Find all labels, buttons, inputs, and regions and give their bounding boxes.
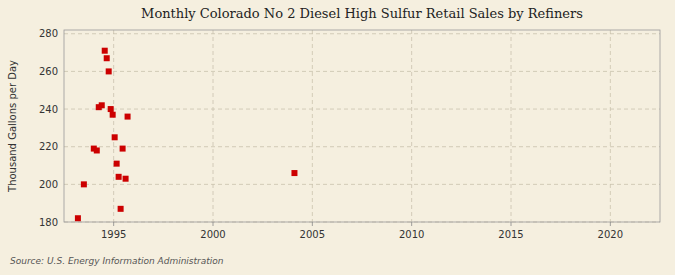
x-grid-line: [610, 30, 611, 222]
x-tick: [213, 222, 214, 226]
point: [114, 161, 120, 167]
title: Monthly Colorado No 2 Diesel High Sulfur…: [141, 6, 583, 21]
x-tick: [312, 222, 313, 226]
y-axis-label: Thousand Gallons per Day: [7, 60, 18, 193]
points: [75, 48, 298, 222]
x-axis: 1995 2000 2005 2010 2015 2020: [101, 222, 623, 240]
x-tick-label: 2000: [200, 229, 225, 240]
y-tick-label: 220: [39, 141, 58, 152]
point: [123, 176, 129, 182]
x-grid-line: [411, 30, 412, 222]
x-tick-label: 1995: [101, 229, 126, 240]
x-tick-label: 2010: [399, 229, 424, 240]
y-tick-label: 180: [39, 217, 58, 228]
x-tick: [610, 222, 611, 226]
point: [106, 68, 112, 74]
point: [94, 147, 100, 153]
point: [102, 48, 108, 54]
y-tick-label: 280: [39, 28, 58, 39]
source-note: Source: U.S. Energy Information Administ…: [10, 256, 224, 266]
point: [81, 181, 87, 187]
x-tick-label: 2015: [498, 229, 523, 240]
x-tick-label: 2020: [598, 229, 623, 240]
x-tick: [411, 222, 412, 226]
x-tick: [113, 222, 114, 226]
point: [75, 215, 81, 221]
y-tick-label: 260: [39, 66, 58, 77]
point: [108, 106, 114, 112]
y-grid-line: [64, 109, 660, 110]
x-grid-line: [113, 30, 114, 222]
point: [104, 55, 110, 61]
y-grid-line: [64, 146, 660, 147]
point: [99, 102, 105, 108]
point: [112, 134, 118, 140]
point: [116, 174, 122, 180]
grid: [64, 30, 660, 222]
y-axis: 180 200 220 240 260 280: [39, 28, 58, 227]
x-grid-line: [213, 30, 214, 222]
x-grid-line: [312, 30, 313, 222]
point: [291, 170, 297, 176]
x-grid-line: [511, 30, 512, 222]
point: [120, 146, 126, 152]
point: [125, 114, 131, 120]
y-tick-label: 200: [39, 179, 58, 190]
x-tick: [511, 222, 512, 226]
point: [118, 206, 124, 212]
y-grid-line: [64, 33, 660, 34]
chart-container: 180 200 220 240 260 280 1995 2000 2005 2010 2015 20…: [0, 0, 675, 275]
y-grid-line: [64, 184, 660, 185]
x-tick-label: 2005: [300, 229, 325, 240]
chart: 180 200 220 240 260 280 1995 2000 2005 2010 2015 20…: [0, 0, 675, 275]
y-grid-line: [64, 71, 660, 72]
y-tick-label: 240: [39, 104, 58, 115]
point: [110, 112, 116, 118]
plot-frame: [64, 30, 660, 222]
